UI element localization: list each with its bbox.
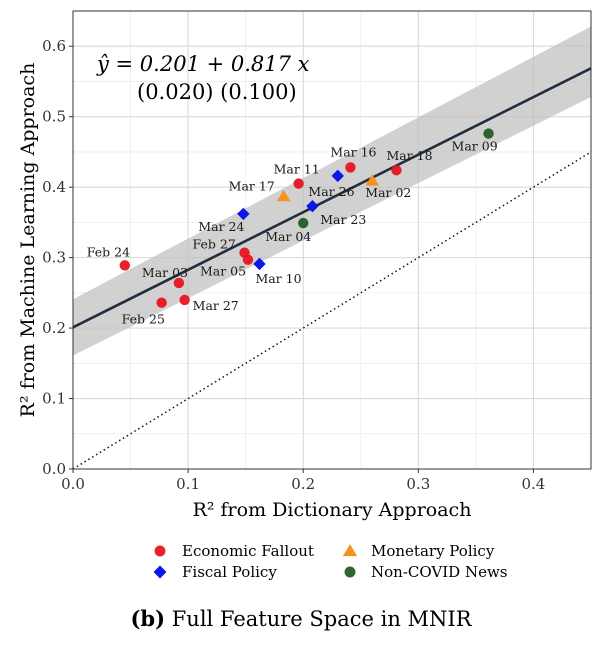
plot-border	[72, 10, 592, 470]
point-label: Mar 09	[452, 139, 498, 154]
data-point-non-covid-news	[483, 128, 494, 139]
data-point-fiscal-policy	[306, 199, 319, 213]
legend-label-non-covid-news: Non-COVID News	[371, 563, 508, 581]
x-axis-title: R² from Dictionary Approach	[193, 499, 472, 521]
regression-equation: ŷ = 0.201 + 0.817 x	[96, 52, 310, 76]
point-label: Mar 11	[274, 162, 320, 177]
point-label: Mar 16	[330, 144, 376, 159]
point-label: Mar 27	[193, 298, 239, 313]
legend-label-fiscal-policy: Fiscal Policy	[182, 563, 277, 581]
data-point-fiscal-policy	[237, 207, 250, 221]
data-point-economic-fallout	[293, 178, 304, 189]
y-tick-label: 0.0	[42, 460, 66, 478]
y-tick-label: 0.5	[42, 108, 66, 126]
legend-marker-monetary-policy	[342, 544, 358, 557]
y-tick-label: 0.3	[42, 249, 66, 267]
legend-marker-fiscal-policy	[153, 565, 167, 579]
figure-caption: (b) Full Feature Space in MNIR	[0, 606, 602, 631]
legend-label-monetary-policy: Monetary Policy	[371, 542, 495, 560]
y-axis-title: R² from Machine Learning Approach	[17, 63, 39, 418]
y-tick-label: 0.4	[42, 178, 66, 196]
point-label: Feb 27	[193, 237, 236, 252]
legend-marker-economic-fallout	[154, 545, 166, 557]
y-tick-label: 0.1	[42, 390, 66, 408]
data-point-economic-fallout	[156, 297, 167, 308]
y-tick-label: 0.2	[42, 319, 66, 337]
point-label: Mar 24	[198, 219, 244, 234]
legend-marker-non-covid-news	[344, 566, 356, 578]
point-label: Mar 18	[386, 148, 432, 163]
caption-text: Full Feature Space in MNIR	[171, 607, 472, 631]
x-tick-label: 0.0	[61, 475, 85, 493]
point-label: Mar 10	[255, 271, 301, 286]
point-label: Mar 03	[142, 265, 188, 280]
confidence-band	[73, 26, 591, 356]
data-point-economic-fallout	[173, 277, 185, 289]
data-point-non-covid-news	[298, 217, 309, 229]
x-tick-label: 0.3	[406, 475, 430, 493]
regression-line	[73, 67, 591, 329]
point-label: Feb 24	[87, 244, 130, 259]
x-tick-label: 0.2	[291, 475, 315, 493]
data-point-economic-fallout	[391, 165, 402, 176]
legend-label-economic-fallout: Economic Fallout	[182, 542, 314, 560]
data-point-economic-fallout	[345, 162, 356, 173]
data-point-economic-fallout	[179, 294, 190, 306]
data-point-fiscal-policy	[253, 257, 266, 271]
scatter-chart: 0.0 0.1 0.2 0.3 0.40.00.10.20.30.40.50.6R² f…	[17, 10, 592, 581]
point-label: Mar 26	[308, 184, 354, 199]
data-point-economic-fallout	[242, 254, 254, 265]
data-point-monetary-policy	[276, 189, 291, 202]
x-tick-label: 0.4	[522, 475, 546, 493]
point-label: Mar 05	[200, 264, 246, 279]
data-point-monetary-policy	[365, 174, 380, 186]
data-point-economic-fallout	[119, 260, 130, 271]
point-label: Mar 02	[365, 185, 411, 200]
caption-tag: (b)	[130, 606, 166, 631]
data-point-fiscal-policy	[331, 169, 344, 183]
point-label: Feb 25	[122, 312, 165, 327]
point-label: Mar 04	[265, 229, 311, 244]
x-tick-label: 0.1	[176, 475, 200, 493]
regression-standard-errors: (0.020) (0.100)	[137, 80, 297, 104]
point-label: Mar 17	[229, 178, 275, 193]
y-tick-label: 0.6	[42, 37, 66, 55]
point-label: Mar 23	[320, 212, 366, 227]
